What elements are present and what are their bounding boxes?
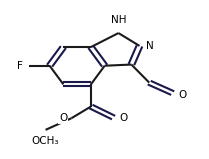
Text: N: N — [146, 41, 154, 51]
Text: OCH₃: OCH₃ — [32, 136, 59, 146]
Text: F: F — [17, 61, 23, 71]
Text: O: O — [120, 113, 128, 123]
Text: O: O — [59, 113, 68, 123]
Text: NH: NH — [111, 15, 126, 25]
Text: O: O — [179, 90, 187, 100]
